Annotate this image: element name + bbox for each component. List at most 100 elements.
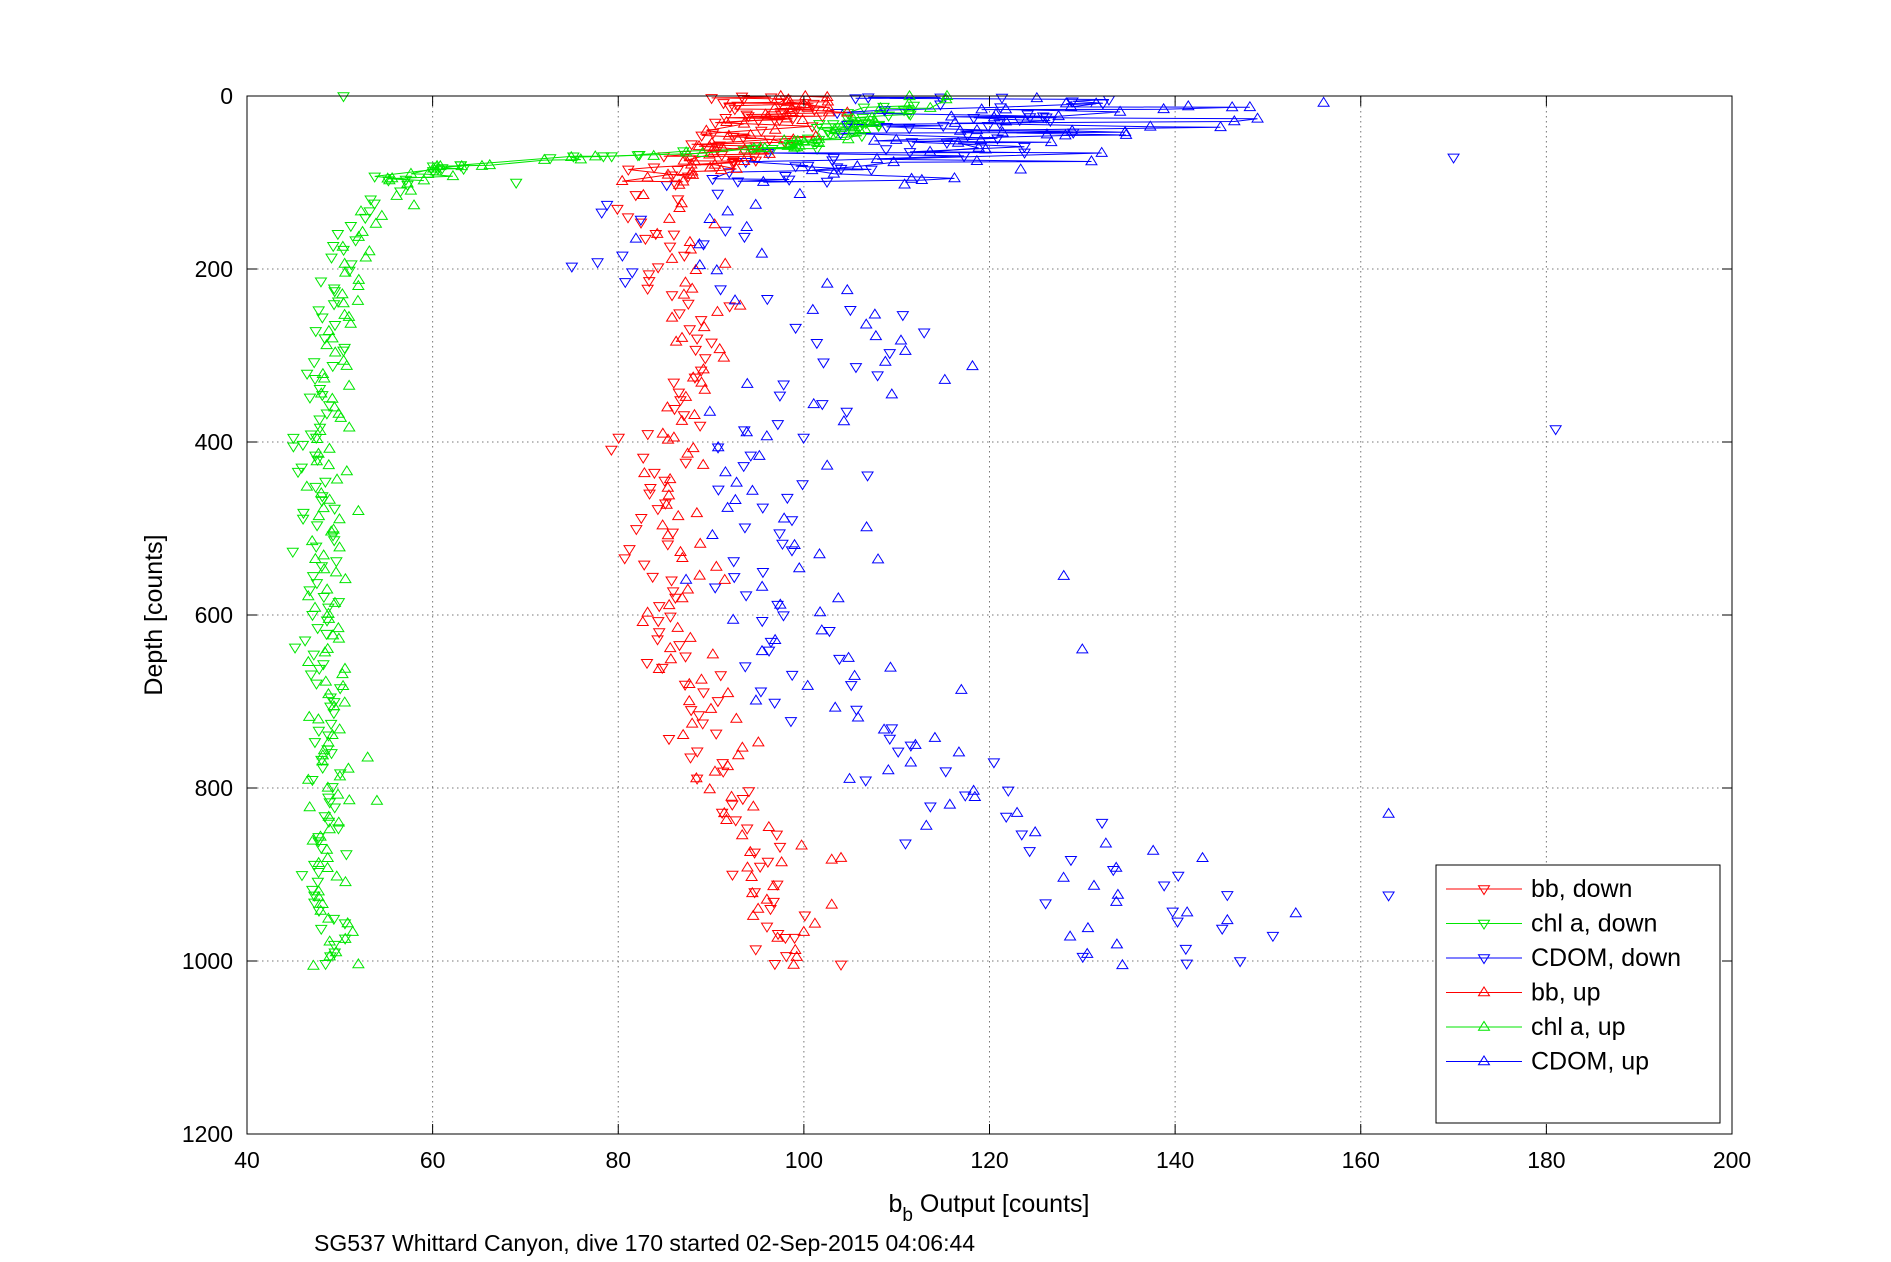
legend-label: chl a, up: [1531, 1013, 1626, 1041]
data-point: [695, 673, 708, 684]
series-connecting-line: [763, 103, 1258, 183]
data-point: [312, 306, 326, 317]
data-point: [370, 794, 384, 805]
dive-caption: SG537 Whittard Canyon, dive 170 started …: [314, 1230, 975, 1256]
data-point: [823, 626, 836, 638]
x-axis-label-sub: b: [902, 1205, 913, 1226]
data-point: [327, 536, 341, 547]
data-point: [746, 484, 759, 495]
data-point: [652, 662, 666, 674]
data-point: [637, 466, 651, 478]
data-point: [720, 813, 733, 825]
data-point: [867, 134, 881, 145]
data-point: [1447, 153, 1460, 164]
data-point: [676, 728, 690, 740]
data-point: [673, 201, 686, 212]
data-point: [934, 100, 947, 111]
data-point: [738, 232, 751, 244]
data-point: [805, 122, 819, 133]
data-point: [755, 580, 769, 591]
data-point: [805, 163, 819, 175]
data-point: [327, 699, 341, 711]
data-point: [618, 554, 632, 565]
data-point: [703, 148, 716, 159]
data-point: [1018, 148, 1031, 159]
data-point: [641, 430, 655, 441]
data-point: [902, 124, 916, 135]
data-point: [891, 747, 905, 758]
x-tick-label: 200: [1713, 1147, 1751, 1173]
data-point: [693, 258, 707, 270]
data-point: [681, 299, 695, 310]
data-point: [1039, 113, 1053, 124]
data-point: [314, 904, 328, 915]
data-point: [951, 136, 965, 147]
data-point: [661, 433, 675, 444]
data-point: [604, 445, 618, 456]
data-point: [698, 354, 712, 365]
data-point: [339, 850, 353, 861]
data-point: [665, 311, 679, 322]
data-point: [287, 433, 300, 445]
data-point: [643, 489, 656, 500]
data-point: [328, 401, 341, 412]
data-point: [711, 189, 725, 200]
data-point: [686, 168, 700, 179]
data-point: [340, 464, 354, 476]
data-point: [329, 945, 343, 957]
data-point: [801, 679, 815, 690]
data-point: [923, 101, 937, 112]
data-point: [842, 651, 855, 662]
data-point: [337, 346, 350, 357]
data-point: [1057, 569, 1071, 580]
y-tick-label: 200: [195, 256, 233, 282]
data-point: [817, 358, 830, 369]
data-point: [919, 819, 933, 830]
data-point: [828, 701, 842, 712]
data-point: [332, 632, 346, 643]
data-point: [1030, 91, 1044, 103]
data-point: [690, 747, 704, 758]
data-point: [728, 105, 742, 116]
data-point: [708, 583, 722, 594]
data-point: [404, 184, 418, 195]
data-point: [923, 802, 937, 813]
data-point: [708, 765, 722, 776]
data-point: [774, 110, 788, 121]
data-point: [744, 128, 757, 140]
data-point: [342, 379, 356, 390]
data-point: [880, 122, 893, 134]
data-point: [939, 92, 953, 104]
data-point: [323, 950, 337, 961]
data-point: [690, 334, 704, 345]
data-point: [904, 756, 918, 767]
data-point: [677, 288, 691, 299]
data-point: [718, 257, 732, 268]
data-point: [775, 856, 789, 867]
data-point: [692, 139, 706, 151]
data-point: [860, 521, 873, 532]
data-point: [309, 482, 323, 494]
data-point: [798, 911, 812, 922]
data-point: [840, 106, 854, 117]
data-point: [336, 667, 349, 679]
legend-entry: chl a, down: [1446, 910, 1657, 938]
data-point: [446, 169, 460, 181]
data-point: [679, 652, 692, 663]
data-point: [861, 471, 874, 482]
data-point: [740, 110, 754, 121]
data-point: [777, 380, 791, 391]
data-point: [661, 529, 675, 540]
data-point: [780, 95, 794, 107]
data-point: [1382, 807, 1395, 818]
data-point: [974, 133, 988, 145]
data-point: [320, 338, 334, 350]
data-point: [967, 113, 981, 125]
data-point: [675, 414, 689, 425]
data-point: [780, 493, 794, 505]
data-point: [690, 506, 704, 518]
data-point: [329, 566, 343, 577]
data-point: [1095, 146, 1109, 157]
data-point: [812, 132, 826, 143]
data-point: [315, 562, 329, 573]
